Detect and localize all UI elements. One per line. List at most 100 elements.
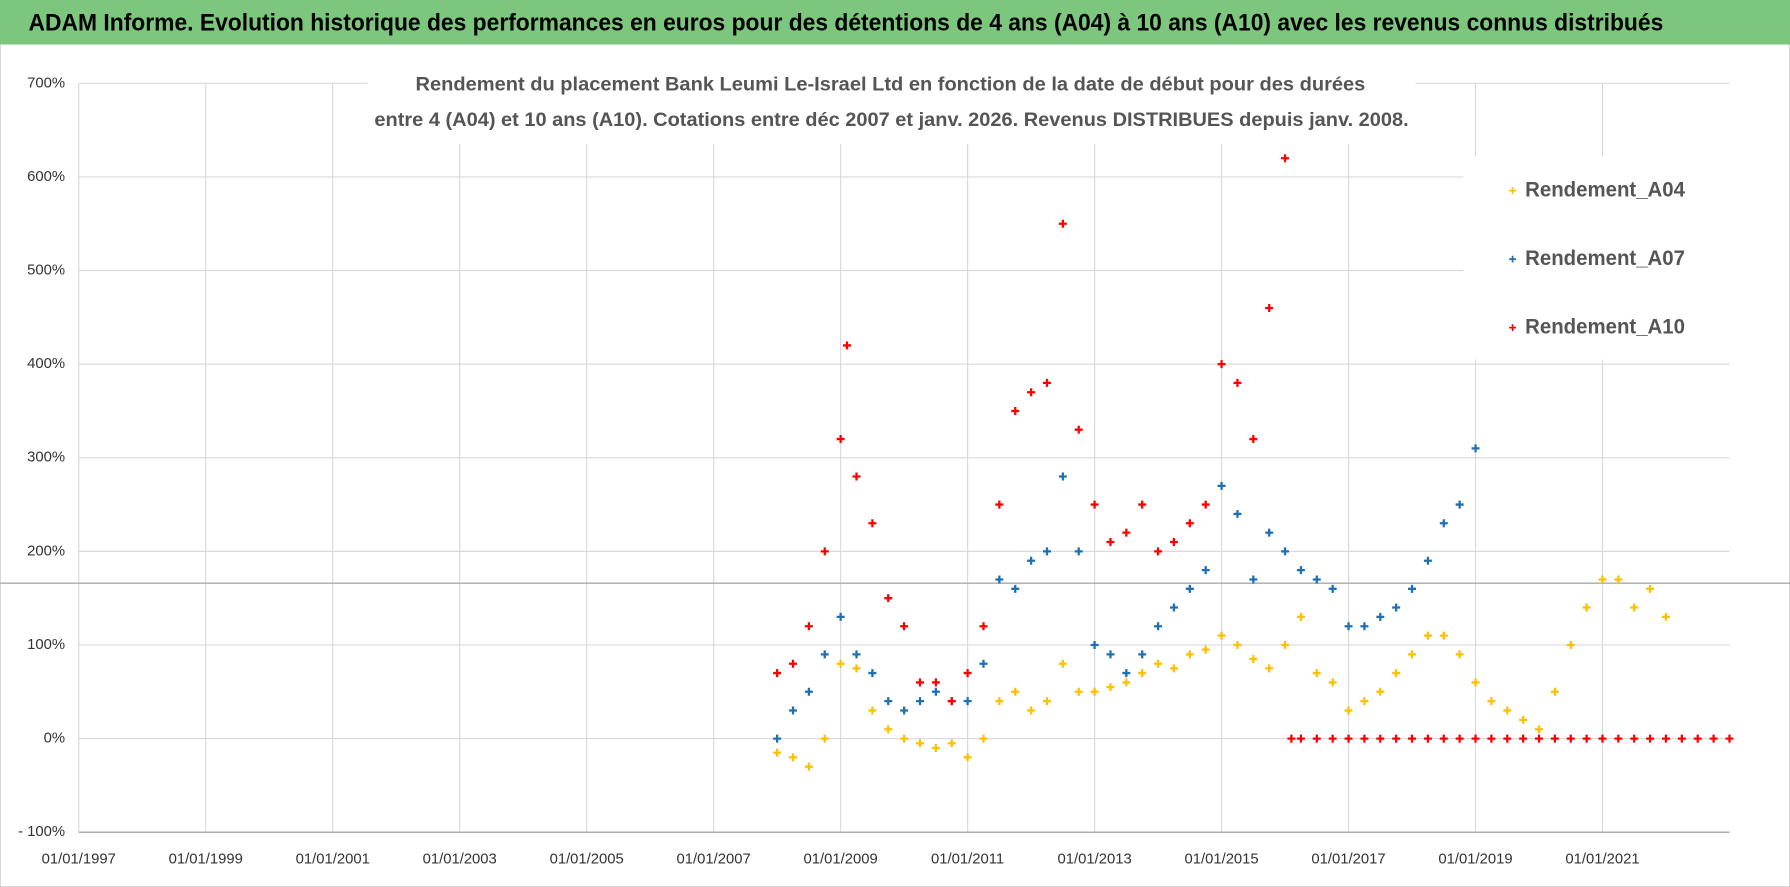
data-point bbox=[1249, 575, 1258, 584]
x-tick-label: 01/01/2019 bbox=[1438, 852, 1512, 868]
data-point bbox=[1011, 687, 1020, 696]
data-point bbox=[1455, 650, 1464, 659]
y-tick-label: 700% bbox=[27, 75, 65, 91]
data-point bbox=[884, 594, 893, 603]
y-tick-label: 600% bbox=[27, 169, 65, 185]
data-point bbox=[1439, 631, 1448, 640]
data-point bbox=[1423, 556, 1432, 565]
data-point bbox=[1185, 650, 1194, 659]
data-point bbox=[916, 739, 925, 748]
data-point bbox=[1328, 734, 1337, 743]
data-point bbox=[884, 725, 893, 734]
data-point bbox=[1661, 734, 1670, 743]
data-point bbox=[947, 697, 956, 706]
data-point bbox=[852, 472, 861, 481]
data-point bbox=[1249, 655, 1258, 664]
data-point bbox=[1011, 584, 1020, 593]
data-point bbox=[1185, 519, 1194, 528]
data-point bbox=[1058, 219, 1067, 228]
data-point bbox=[820, 650, 829, 659]
legend-label: Rendement_A07 bbox=[1525, 245, 1685, 270]
x-tick-label: 01/01/2017 bbox=[1311, 852, 1385, 868]
data-point bbox=[804, 687, 813, 696]
data-point bbox=[979, 622, 988, 631]
subtitle-box bbox=[367, 70, 1416, 144]
data-point bbox=[963, 697, 972, 706]
data-point bbox=[1519, 734, 1528, 743]
data-point bbox=[1106, 650, 1115, 659]
data-point bbox=[1312, 734, 1321, 743]
data-point bbox=[931, 743, 940, 752]
data-point bbox=[1027, 388, 1036, 397]
data-point bbox=[1360, 622, 1369, 631]
data-point bbox=[1122, 528, 1131, 537]
data-point bbox=[900, 622, 909, 631]
data-point bbox=[789, 659, 798, 668]
data-point bbox=[1630, 603, 1639, 612]
data-point bbox=[1265, 528, 1274, 537]
data-point bbox=[1074, 425, 1083, 434]
x-tick-label: 01/01/1997 bbox=[42, 852, 116, 868]
legend-marker bbox=[1509, 187, 1517, 195]
data-point bbox=[884, 697, 893, 706]
data-point bbox=[820, 734, 829, 743]
data-point bbox=[1630, 734, 1639, 743]
data-point bbox=[1344, 706, 1353, 715]
chart-title: Rendement du placement Bank Leumi Le-Isr… bbox=[416, 74, 1366, 96]
data-point bbox=[963, 753, 972, 762]
chart-title: entre 4 (A04) et 10 ans (A10). Cotations… bbox=[374, 109, 1408, 131]
data-point bbox=[1566, 640, 1575, 649]
data-point bbox=[1487, 734, 1496, 743]
data-point bbox=[1090, 500, 1099, 509]
data-point bbox=[1535, 734, 1544, 743]
data-point bbox=[773, 748, 782, 757]
data-point bbox=[1503, 734, 1512, 743]
data-point bbox=[1074, 547, 1083, 556]
data-point bbox=[1408, 584, 1417, 593]
data-point bbox=[1185, 584, 1194, 593]
data-point bbox=[789, 706, 798, 715]
data-point bbox=[1201, 645, 1210, 654]
data-point bbox=[1233, 509, 1242, 518]
data-point bbox=[1614, 575, 1623, 584]
data-point bbox=[1106, 538, 1115, 547]
data-point bbox=[1122, 669, 1131, 678]
x-tick-label: 01/01/2001 bbox=[296, 852, 370, 868]
x-tick-label: 01/01/2015 bbox=[1184, 852, 1258, 868]
data-point bbox=[1090, 687, 1099, 696]
x-tick-label: 01/01/2009 bbox=[804, 852, 878, 868]
data-point bbox=[1471, 734, 1480, 743]
data-point bbox=[1281, 640, 1290, 649]
data-point bbox=[1027, 706, 1036, 715]
data-point bbox=[868, 706, 877, 715]
data-point bbox=[931, 678, 940, 687]
data-point bbox=[1376, 687, 1385, 696]
data-point bbox=[947, 739, 956, 748]
data-point bbox=[1281, 154, 1290, 163]
data-point bbox=[1582, 603, 1591, 612]
legend-marker bbox=[1509, 324, 1517, 332]
data-point bbox=[995, 575, 1004, 584]
x-tick-label: 01/01/2011 bbox=[931, 852, 1004, 868]
data-point bbox=[1296, 566, 1305, 575]
data-point bbox=[1265, 664, 1274, 673]
data-point bbox=[1646, 734, 1655, 743]
data-point bbox=[1058, 659, 1067, 668]
data-point bbox=[900, 734, 909, 743]
data-point bbox=[1312, 575, 1321, 584]
data-point bbox=[1265, 304, 1274, 312]
data-point bbox=[1646, 584, 1655, 593]
data-point bbox=[916, 678, 925, 687]
data-point bbox=[1138, 650, 1147, 659]
data-point bbox=[1287, 734, 1296, 743]
data-point bbox=[804, 622, 813, 631]
x-tick-label: 01/01/2005 bbox=[550, 852, 624, 868]
y-tick-label: - 100% bbox=[18, 824, 65, 840]
data-point bbox=[1376, 734, 1385, 743]
data-point bbox=[995, 500, 1004, 509]
data-point bbox=[1169, 538, 1178, 547]
y-tick-label: 200% bbox=[27, 543, 65, 559]
x-tick-label: 01/01/1999 bbox=[169, 852, 243, 868]
legend-marker bbox=[1509, 255, 1517, 263]
